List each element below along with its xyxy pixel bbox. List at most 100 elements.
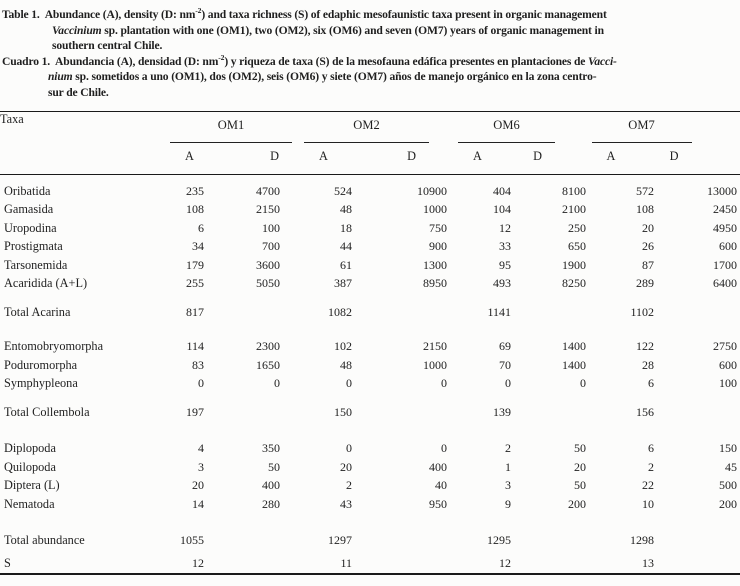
value-cell: 650 xyxy=(568,239,586,254)
value-cell: 48 xyxy=(340,202,352,217)
value-cell: 1700 xyxy=(713,257,737,272)
value-cell: 33 xyxy=(499,239,511,254)
table-row: Total abundance 1055 1297 1295 1298 xyxy=(0,532,740,551)
value-cell: 200 xyxy=(568,496,586,511)
empty-cell xyxy=(657,532,740,551)
total-value-cell: 12 xyxy=(192,556,204,571)
value-cell: 104 xyxy=(493,202,511,217)
total-value-cell: 817 xyxy=(186,304,204,319)
total-value-cell: 1082 xyxy=(328,304,352,319)
row-label: Total Acarina xyxy=(4,304,71,319)
value-cell: 1900 xyxy=(562,257,586,272)
value-cell: 280 xyxy=(262,496,280,511)
spacer-row xyxy=(0,514,740,532)
empty-cell xyxy=(355,555,450,574)
value-cell: 50 xyxy=(574,441,586,456)
value-cell: 14 xyxy=(192,496,204,511)
value-cell: 4950 xyxy=(713,220,737,235)
row-label: Total abundance xyxy=(4,533,85,548)
value-cell: 2300 xyxy=(256,339,280,354)
value-cell: 10900 xyxy=(417,183,447,198)
value-cell: 2450 xyxy=(713,202,737,217)
value-cell: 6400 xyxy=(713,276,737,291)
spacer-row xyxy=(0,174,740,182)
row-label: Poduromorpha xyxy=(4,357,78,372)
group-label-om2: OM2 xyxy=(304,112,429,143)
row-label: Gamasida xyxy=(4,202,54,217)
value-cell: 750 xyxy=(429,220,447,235)
value-cell: 3600 xyxy=(256,257,280,272)
value-cell: 2750 xyxy=(713,339,737,354)
subheader-om1-d: D xyxy=(270,148,279,163)
value-cell: 0 xyxy=(441,441,447,456)
value-cell: 8100 xyxy=(562,183,586,198)
value-cell: 387 xyxy=(334,276,352,291)
value-cell: 18 xyxy=(340,220,352,235)
value-cell: 45 xyxy=(725,459,737,474)
value-cell: 20 xyxy=(192,478,204,493)
value-cell: 1300 xyxy=(423,257,447,272)
value-cell: 95 xyxy=(499,257,511,272)
subheader-om2-d: D xyxy=(407,148,416,163)
total-value-cell: 1298 xyxy=(630,533,654,548)
caption-en-label: Table 1. xyxy=(2,8,40,21)
total-value-cell: 150 xyxy=(334,404,352,419)
value-cell: 1000 xyxy=(423,202,447,217)
spacer-row xyxy=(0,322,740,338)
spacer-row xyxy=(0,393,740,403)
caption-en-text-2: Vaccinium sp. plantation with one (OM1),… xyxy=(52,23,604,37)
spacer-row xyxy=(0,422,740,440)
caption-es-line-2: nium sp. sometidos a uno (OM1), dos (OM2… xyxy=(2,69,738,85)
value-cell: 26 xyxy=(642,239,654,254)
table-row: Prostigmata 34 700 44 900 33 650 26 600 xyxy=(0,238,740,257)
value-cell: 255 xyxy=(186,276,204,291)
value-cell: 70 xyxy=(499,357,511,372)
value-cell: 0 xyxy=(198,376,204,391)
caption-en-line-3: southern central Chile. xyxy=(2,38,738,54)
value-cell: 13000 xyxy=(707,183,737,198)
caption-en-text-3: southern central Chile. xyxy=(52,39,163,53)
table-row: Total Collembola 197 150 139 156 xyxy=(0,403,740,422)
value-cell: 22 xyxy=(642,478,654,493)
value-cell: 524 xyxy=(334,183,352,198)
table-row: Total Acarina 817 1082 1141 1102 xyxy=(0,303,740,322)
table-row: Diptera (L) 20 400 2 40 3 50 22 500 xyxy=(0,477,740,496)
subheader-om7-a: A xyxy=(606,148,616,163)
table-row: Entomobryomorpha 114 2300 102 2150 69 1400 122 2… xyxy=(0,338,740,357)
value-cell: 700 xyxy=(262,239,280,254)
caption-es-line-1: Cuadro 1. Abundancia (A), densidad (D: nm… xyxy=(2,54,738,70)
table-row: Acaridida (A+L) 255 5050 387 8950 493 8250 289 6… xyxy=(0,275,740,294)
value-cell: 2150 xyxy=(423,339,447,354)
total-value-cell: 139 xyxy=(493,404,511,419)
value-cell: 50 xyxy=(574,478,586,493)
total-value-cell: 13 xyxy=(642,556,654,571)
value-cell: 3 xyxy=(505,478,511,493)
value-cell: 250 xyxy=(568,220,586,235)
group-header-om6: OM6 A D xyxy=(450,111,589,174)
group-label-om1: OM1 xyxy=(170,112,292,143)
value-cell: 108 xyxy=(186,202,204,217)
caption-spanish: Cuadro 1. Abundancia (A), densidad (D: nm… xyxy=(2,54,738,101)
value-cell: 1 xyxy=(505,459,511,474)
value-cell: 44 xyxy=(340,239,352,254)
caption-es-label: Cuadro 1. xyxy=(2,54,51,68)
value-cell: 8250 xyxy=(562,276,586,291)
row-label: S xyxy=(4,556,11,571)
row-label: Acaridida (A+L) xyxy=(4,276,88,291)
caption-es-line-3: sur de Chile. xyxy=(2,85,738,101)
caption-english: Table 1. Abundance (A), density (D: nm-2)… xyxy=(2,7,738,54)
value-cell: 1650 xyxy=(256,357,280,372)
subheader-om1-a: A xyxy=(185,148,194,163)
group-header-om7: OM7 A D xyxy=(589,111,740,174)
value-cell: 50 xyxy=(268,459,280,474)
value-cell: 6 xyxy=(198,220,204,235)
value-cell: 200 xyxy=(719,496,737,511)
value-cell: 40 xyxy=(435,478,447,493)
value-cell: 350 xyxy=(262,441,280,456)
row-label: Quilopoda xyxy=(4,459,56,474)
row-label: Oribatida xyxy=(4,183,51,198)
empty-cell xyxy=(207,403,283,422)
row-label: Tarsonemida xyxy=(4,257,68,272)
row-label: Diplopoda xyxy=(4,441,56,456)
value-cell: 289 xyxy=(636,276,654,291)
